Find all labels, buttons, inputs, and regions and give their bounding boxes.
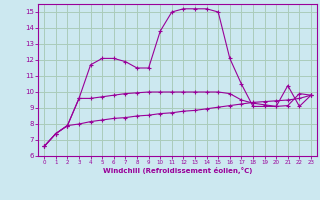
X-axis label: Windchill (Refroidissement éolien,°C): Windchill (Refroidissement éolien,°C) [103,167,252,174]
